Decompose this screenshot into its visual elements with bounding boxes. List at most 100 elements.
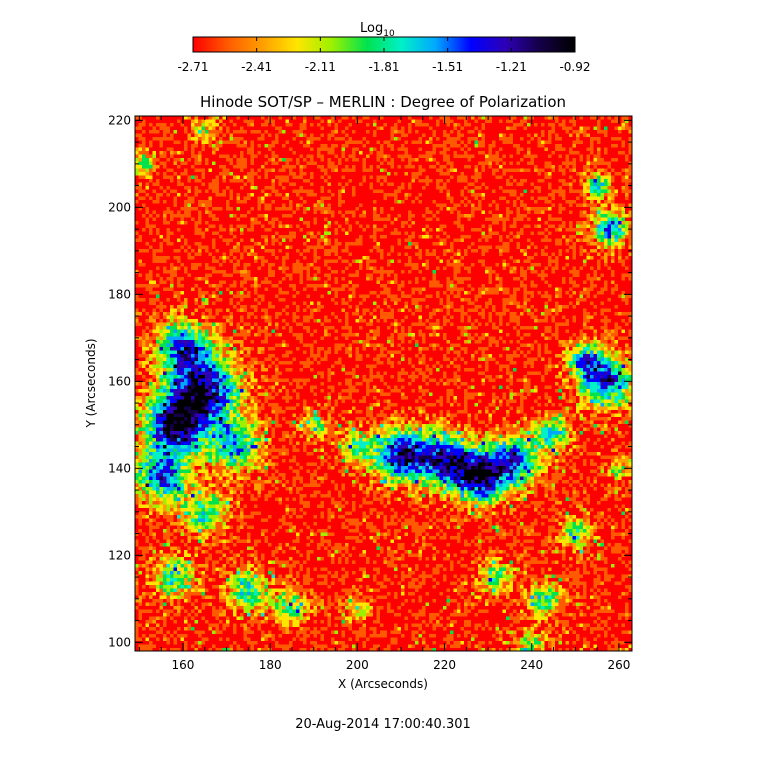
heatmap-cell <box>194 217 199 222</box>
heatmap-cell <box>551 228 556 232</box>
heatmap-cell <box>523 200 528 204</box>
heatmap-cell <box>177 200 181 204</box>
heatmap-cell <box>387 221 391 225</box>
heatmap-cell <box>446 210 451 215</box>
heatmap-cell <box>138 200 143 204</box>
heatmap-cell <box>488 154 493 159</box>
heatmap-cell <box>453 186 458 190</box>
heatmap-cell <box>506 154 510 159</box>
heatmap-cell <box>502 123 507 127</box>
heatmap-cell <box>135 217 139 222</box>
heatmap-cell <box>296 130 300 134</box>
heatmap-cell <box>362 119 367 124</box>
heatmap-cell <box>485 130 489 134</box>
heatmap-cell <box>401 179 405 183</box>
heatmap-cell <box>306 119 311 124</box>
heatmap-cell <box>502 133 507 138</box>
heatmap-cell <box>338 235 342 239</box>
heatmap-cell <box>387 186 391 190</box>
heatmap-cell <box>149 151 153 155</box>
heatmap-cell <box>317 161 321 166</box>
heatmap-cell <box>208 189 213 194</box>
heatmap-cell <box>226 203 230 208</box>
heatmap-cell <box>394 186 398 190</box>
heatmap-cell <box>282 175 286 180</box>
heatmap-cell <box>600 228 605 232</box>
heatmap-cell <box>313 189 318 194</box>
heatmap-cell <box>163 133 167 138</box>
heatmap-cell <box>600 200 605 204</box>
heatmap-cell <box>614 224 619 229</box>
heatmap-cell <box>282 179 286 183</box>
heatmap-cell <box>184 207 188 211</box>
heatmap-cell <box>628 228 632 232</box>
heatmap-cell <box>478 140 482 145</box>
heatmap-cell <box>548 172 552 176</box>
heatmap-cell <box>432 168 437 173</box>
heatmap-cell <box>474 144 479 148</box>
heatmap-cell <box>278 175 283 180</box>
heatmap-cell <box>282 116 286 120</box>
heatmap-cell <box>457 158 461 162</box>
heatmap-cell <box>387 203 391 208</box>
heatmap-cell <box>502 154 507 159</box>
heatmap-cell <box>520 147 524 152</box>
heatmap-cell <box>537 203 542 208</box>
heatmap-cell <box>467 179 472 183</box>
heatmap-cell <box>576 172 580 176</box>
heatmap-cell <box>625 186 629 190</box>
heatmap-cell <box>215 168 220 173</box>
heatmap-cell <box>240 196 244 201</box>
heatmap-cell <box>411 200 416 204</box>
heatmap-cell <box>334 147 339 152</box>
heatmap-cell <box>362 168 367 173</box>
heatmap-cell <box>541 123 545 127</box>
heatmap-cell <box>628 119 632 124</box>
heatmap-cell <box>408 203 412 208</box>
heatmap-cell <box>586 161 591 166</box>
heatmap-cell <box>422 189 426 194</box>
heatmap-cell <box>569 175 573 180</box>
heatmap-cell <box>376 147 381 152</box>
heatmap-cell <box>520 231 524 236</box>
heatmap-cell <box>541 221 545 225</box>
heatmap-cell <box>250 158 255 162</box>
heatmap-cell <box>212 137 216 141</box>
heatmap-cell <box>173 221 178 225</box>
heatmap-cell <box>369 196 374 201</box>
heatmap-cell <box>604 130 608 134</box>
heatmap-cell <box>166 165 171 169</box>
heatmap-cell <box>320 224 325 229</box>
heatmap-cell <box>520 175 524 180</box>
heatmap-cell <box>198 165 202 169</box>
heatmap-cell <box>191 196 195 201</box>
heatmap-cell <box>576 189 580 194</box>
heatmap-cell <box>590 130 594 134</box>
heatmap-cell <box>310 151 314 155</box>
heatmap-cell <box>611 154 615 159</box>
heatmap-cell <box>345 214 349 218</box>
heatmap-cell <box>404 168 409 173</box>
heatmap-cell <box>306 196 311 201</box>
heatmap-cell <box>600 224 605 229</box>
heatmap-cell <box>341 182 346 187</box>
heatmap-cell <box>194 196 199 201</box>
heatmap-cell <box>544 214 549 218</box>
heatmap-cell <box>600 119 605 124</box>
heatmap-cell <box>460 158 465 162</box>
heatmap-cell <box>516 214 521 218</box>
heatmap-cell <box>383 123 388 127</box>
heatmap-cell <box>471 196 475 201</box>
heatmap-cell <box>152 119 157 124</box>
heatmap-cell <box>173 161 178 166</box>
heatmap-cell <box>565 224 570 229</box>
heatmap-cell <box>198 133 202 138</box>
heatmap-cell <box>254 214 258 218</box>
heatmap-cell <box>450 168 454 173</box>
heatmap-cell <box>502 221 507 225</box>
heatmap-cell <box>380 144 384 148</box>
heatmap-cell <box>460 231 465 236</box>
heatmap-cell <box>222 147 227 152</box>
heatmap-cell <box>331 228 335 232</box>
heatmap-cell <box>625 144 629 148</box>
